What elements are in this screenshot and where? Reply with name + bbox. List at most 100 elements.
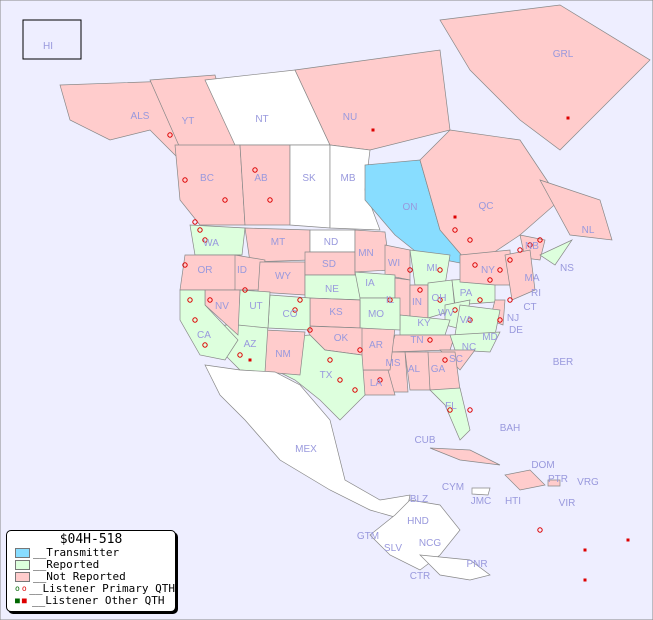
region-label-pa: PA [460,288,473,299]
listener-primary-marker [352,387,358,393]
region-label-ctr: CTR [410,571,431,582]
region-labels: HI ALS YT NT NU GRL BC AB SK MB ON QC NL NB NS WA OR ID MT… [43,41,599,582]
listener-primary-marker [327,357,333,363]
region-label-bc: BC [200,173,214,184]
region-label-on: ON [403,202,418,213]
legend-label: __Reported [33,558,100,571]
listener-primary-marker [182,262,188,268]
region-NS [539,239,574,266]
region-label-ber: BER [553,357,574,368]
region-label-nm: NM [275,349,291,360]
listener-other-marker [453,215,457,219]
listener-other-marker [583,578,587,582]
listener-primary-marker [307,327,313,333]
listener-primary-marker [507,297,513,303]
listener-primary-marker [427,337,433,343]
region-label-al: AL [408,364,421,375]
region-label-nc: NC [462,342,476,353]
region-label-az: AZ [244,339,257,350]
region-label-nd: ND [324,237,338,248]
region-SK [289,144,331,229]
listener-primary-marker [207,297,213,303]
listener-primary-marker [452,307,458,313]
region-label-ptr: PTR [548,474,568,485]
listener-primary-marker [537,237,543,243]
region-label-nj: NJ [507,313,519,324]
region-WA [189,224,246,256]
listener-other-marker [626,538,630,542]
listener-primary-marker [387,297,393,303]
region-label-in: IN [412,297,422,308]
region-label-oh: OH [432,293,447,304]
region-label-ab: AB [254,173,268,184]
listener-primary-marker [467,407,473,413]
region-MEX [204,364,411,521]
region-NY [459,249,513,286]
listener-primary-marker [477,297,483,303]
region-label-sd: SD [322,259,336,270]
region-label-dom: DOM [531,460,554,471]
listener-primary-marker [437,297,443,303]
region-central-america [369,499,461,571]
region-label-ut: UT [249,301,262,312]
region-label-jmc: JMC [471,496,492,507]
land-shapes [59,4,651,581]
region-label-ky: KY [417,318,431,329]
region-PTR [547,479,561,487]
region-JMC [471,487,491,496]
listener-primary-marker [202,342,208,348]
region-label-nl: NL [582,225,595,236]
region-label-ks: KS [329,307,343,318]
legend-label: __Listener Primary QTH [29,582,175,595]
region-label-wi: WI [388,258,400,269]
region-label-nt: NT [255,114,268,125]
listener-primary-marker [242,287,248,293]
region-PNR [419,554,491,581]
listener-markers [167,116,630,582]
region-AB [239,144,291,226]
region-label-tn: TN [410,335,423,346]
region-BC [174,144,246,226]
listener-primary-marker [377,377,383,383]
listener-primary-marker [187,297,193,303]
listener-primary-marker [337,377,343,383]
region-label-mex: MEX [295,444,317,455]
region-label-tx: TX [320,370,333,381]
region-label-nv: NV [215,301,229,312]
not-reported-swatch [15,572,30,582]
region-label-cym: CYM [442,482,464,493]
region-label-ri: RI [531,288,541,299]
region-label-cub: CUB [414,435,435,446]
region-label-ma: MA [525,273,540,284]
listener-primary-marker [447,407,453,413]
listener-primary-marker [252,167,258,173]
listener-primary-marker [297,297,303,303]
listener-primary-marker [202,237,208,243]
region-label-hi: HI [43,41,53,52]
listener-primary-marker [417,287,423,293]
listener-primary-marker [472,262,478,268]
region-NU [294,49,451,151]
region-label-slv: SLV [384,543,402,554]
region-label-va: VA [460,315,473,326]
legend-label: __Transmitter [33,546,120,559]
listener-primary-marker [407,267,413,273]
region-label-bah: BAH [500,423,521,434]
listener-primary-marker [167,132,173,138]
region-label-ct: CT [523,302,536,313]
region-NC [449,331,501,353]
region-label-blz: BLZ [410,494,428,505]
listener-primary-marker [452,227,458,233]
region-label-ca: CA [197,330,211,341]
region-label-wv: WV [438,308,454,319]
region-label-sc: SC [449,354,463,365]
listener-primary-marker [357,347,363,353]
region-label-mt: MT [271,237,285,248]
legend: $04H-518 __Transmitter __Reported __Not … [6,530,176,612]
region-label-mn: MN [358,248,374,259]
region-label-wa: WA [203,238,219,249]
region-label-wy: WY [275,271,291,282]
region-label-vrg: VRG [577,477,599,488]
region-label-mi: MI [426,263,437,274]
